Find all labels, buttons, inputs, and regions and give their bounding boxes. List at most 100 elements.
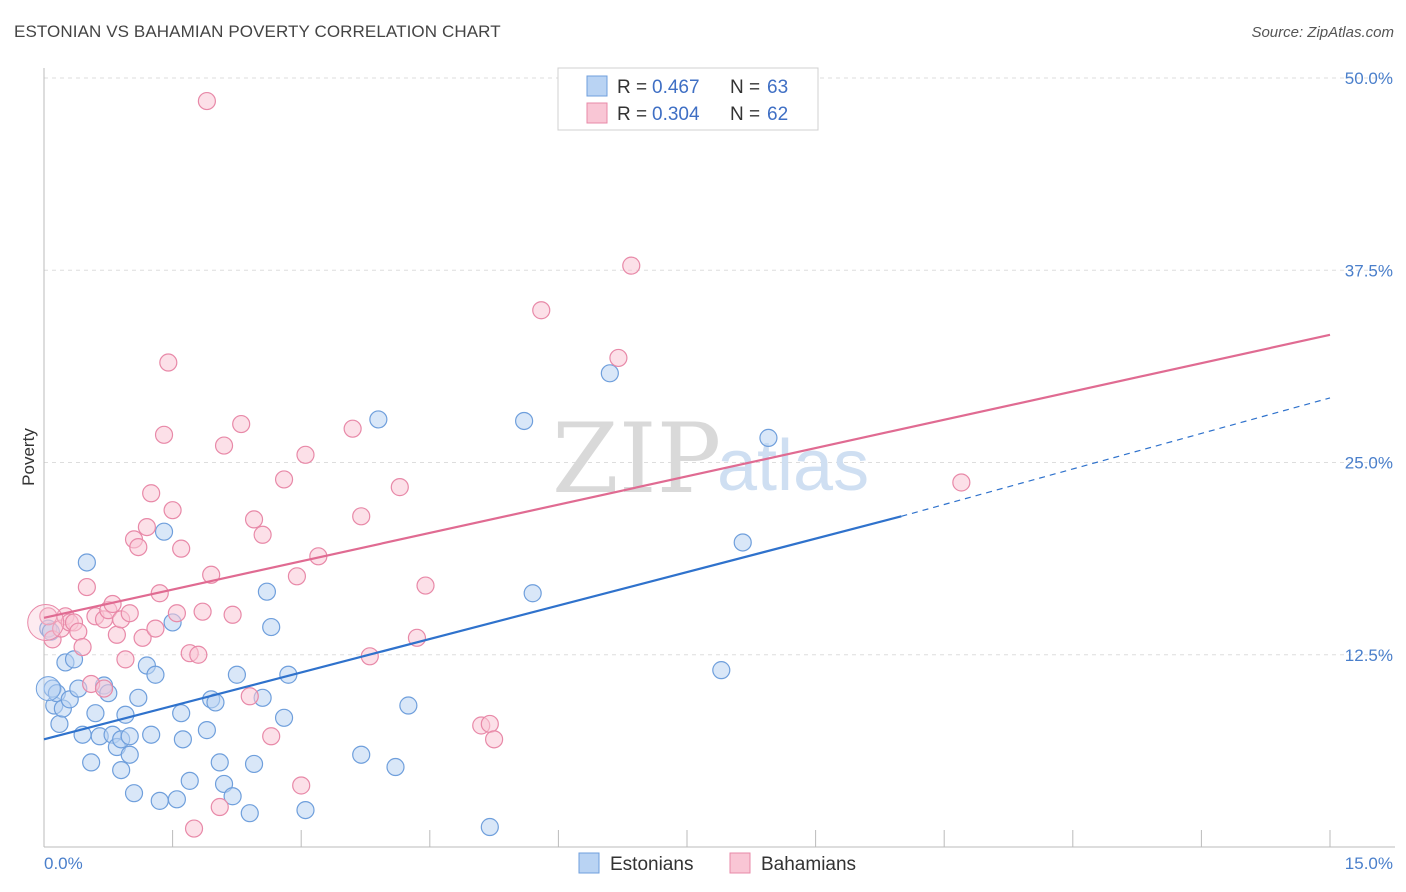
- bahamians-point-27: [159, 353, 178, 372]
- bahamians-point-37: [210, 797, 229, 817]
- estonians-point-58: [600, 364, 619, 383]
- bahamians-point-large: [27, 603, 65, 641]
- legend-n-value-bahamians: 62: [767, 104, 788, 125]
- estonians-point-25: [129, 688, 148, 707]
- bottom-legend-swatch-bahamians: [729, 852, 751, 874]
- bahamians-point-53: [390, 478, 409, 497]
- estonians-point-35: [180, 771, 199, 790]
- legend-swatch-bahamians: [586, 102, 608, 124]
- estonians-point-52: [369, 410, 388, 429]
- bahamians-point-11: [94, 679, 114, 698]
- estonians-trend-extension: [901, 397, 1331, 517]
- watermark-atlas: atlas: [717, 426, 869, 506]
- bahamians-point-39: [223, 605, 242, 624]
- bahamians-point-15: [107, 625, 126, 644]
- estonians-point-22: [120, 745, 139, 764]
- legend-r-value-bahamians: 0.304: [652, 104, 700, 125]
- estonians-point-28: [146, 665, 165, 684]
- bahamians-point-17: [116, 650, 135, 669]
- estonians-point-36: [197, 721, 216, 740]
- bahamians-point-62: [952, 473, 971, 492]
- estonians-point-51: [352, 745, 371, 764]
- legend-n-value-estonians: 63: [767, 77, 788, 98]
- x-tick-label-max: 15.0%: [1345, 854, 1393, 873]
- bahamians-point-24: [146, 619, 165, 638]
- bahamians-trend-line: [43, 333, 1331, 619]
- y-tick-label-1: 25.0%: [1345, 454, 1393, 473]
- estonians-point-30: [154, 522, 174, 541]
- legend-n-label-estonians: N =: [730, 77, 760, 98]
- y-tick-label-2: 37.5%: [1345, 261, 1393, 280]
- bahamians-point-50: [343, 419, 362, 438]
- bahamians-point-46: [287, 567, 307, 586]
- bottom-legend-bahamians: Bahamians: [761, 854, 856, 875]
- bahamians-point-21: [133, 628, 152, 647]
- bahamians-point-26: [154, 425, 174, 444]
- bahamians-point-8: [77, 577, 96, 597]
- estonians-point-55: [480, 817, 499, 837]
- trend-lines: [43, 333, 1331, 741]
- estonians-point-53: [386, 757, 405, 777]
- bahamians-point-38: [214, 436, 234, 455]
- y-tick-label-0: 12.5%: [1345, 646, 1393, 665]
- bahamians-point-61: [622, 256, 641, 275]
- legend-swatch-estonians: [586, 75, 608, 97]
- estonians-point-57: [523, 584, 542, 603]
- estonians-point-4: [50, 714, 69, 734]
- tick-labels: 12.5% 25.0% 37.5% 50.0% 0.0% 15.0%: [44, 69, 1393, 873]
- estonians-point-47: [262, 617, 281, 637]
- estonians-point-large: [35, 676, 61, 702]
- series-legend: Estonians Bahamians: [578, 852, 856, 875]
- bahamians-point-60: [609, 348, 628, 368]
- estonians-point-50: [296, 800, 315, 820]
- bottom-legend-estonians: Estonians: [610, 854, 693, 875]
- estonians-point-61: [759, 428, 778, 447]
- estonians-point-39: [210, 753, 229, 772]
- y-tick-label-3: 50.0%: [1345, 69, 1393, 88]
- bahamians-point-28: [163, 501, 182, 520]
- estonians-point-27: [142, 725, 161, 744]
- estonians-point-13: [86, 704, 105, 723]
- bahamians-point-58: [485, 730, 504, 749]
- stats-legend: R = 0.467 N = 63 R = 0.304 N = 62: [557, 67, 819, 131]
- bahamians-point-35: [197, 91, 216, 111]
- bahamians-point-20: [129, 537, 148, 557]
- estonians-point-59: [712, 661, 731, 680]
- estonians-point-34: [173, 730, 192, 749]
- estonians-point-33: [172, 704, 191, 723]
- y-axis-label: Poverty: [19, 428, 38, 486]
- estonians-point-60: [733, 533, 752, 552]
- estonians-point-12: [82, 753, 101, 772]
- estonians-point-24: [124, 784, 144, 803]
- estonians-point-48: [274, 708, 294, 727]
- bahamians-point-18: [120, 604, 139, 623]
- bahamians-point-33: [189, 645, 208, 664]
- estonians-point-23: [120, 727, 139, 746]
- x-tick-label-min: 0.0%: [44, 854, 83, 873]
- bahamians-point-44: [262, 727, 281, 746]
- estonians-point-29: [150, 791, 169, 810]
- estonians-point-46: [257, 582, 277, 601]
- bahamians-point-6: [69, 622, 88, 641]
- estonians-point-44: [244, 754, 264, 774]
- bahamians-point-29: [167, 604, 186, 623]
- watermark: ZIP atlas: [552, 403, 869, 515]
- estonians-point-8: [64, 650, 84, 669]
- bahamians-point-48: [296, 445, 315, 464]
- bahamians-point-55: [416, 576, 435, 595]
- estonians-points: [35, 364, 778, 837]
- bahamians-point-41: [240, 687, 259, 706]
- estonians-point-11: [77, 553, 96, 572]
- bahamians-point-42: [244, 510, 264, 529]
- bahamians-point-32: [184, 819, 204, 838]
- bahamians-point-45: [274, 470, 294, 489]
- bahamians-point-23: [142, 484, 161, 503]
- bahamians-point-43: [253, 525, 272, 544]
- grid-lines: [44, 77, 1395, 656]
- bahamians-point-51: [352, 507, 371, 526]
- estonians-point-42: [227, 665, 246, 684]
- estonians-trend-line: [43, 515, 902, 741]
- bahamians-point-47: [292, 776, 311, 795]
- estonians-point-56: [515, 411, 534, 431]
- estonians-point-54: [399, 696, 418, 715]
